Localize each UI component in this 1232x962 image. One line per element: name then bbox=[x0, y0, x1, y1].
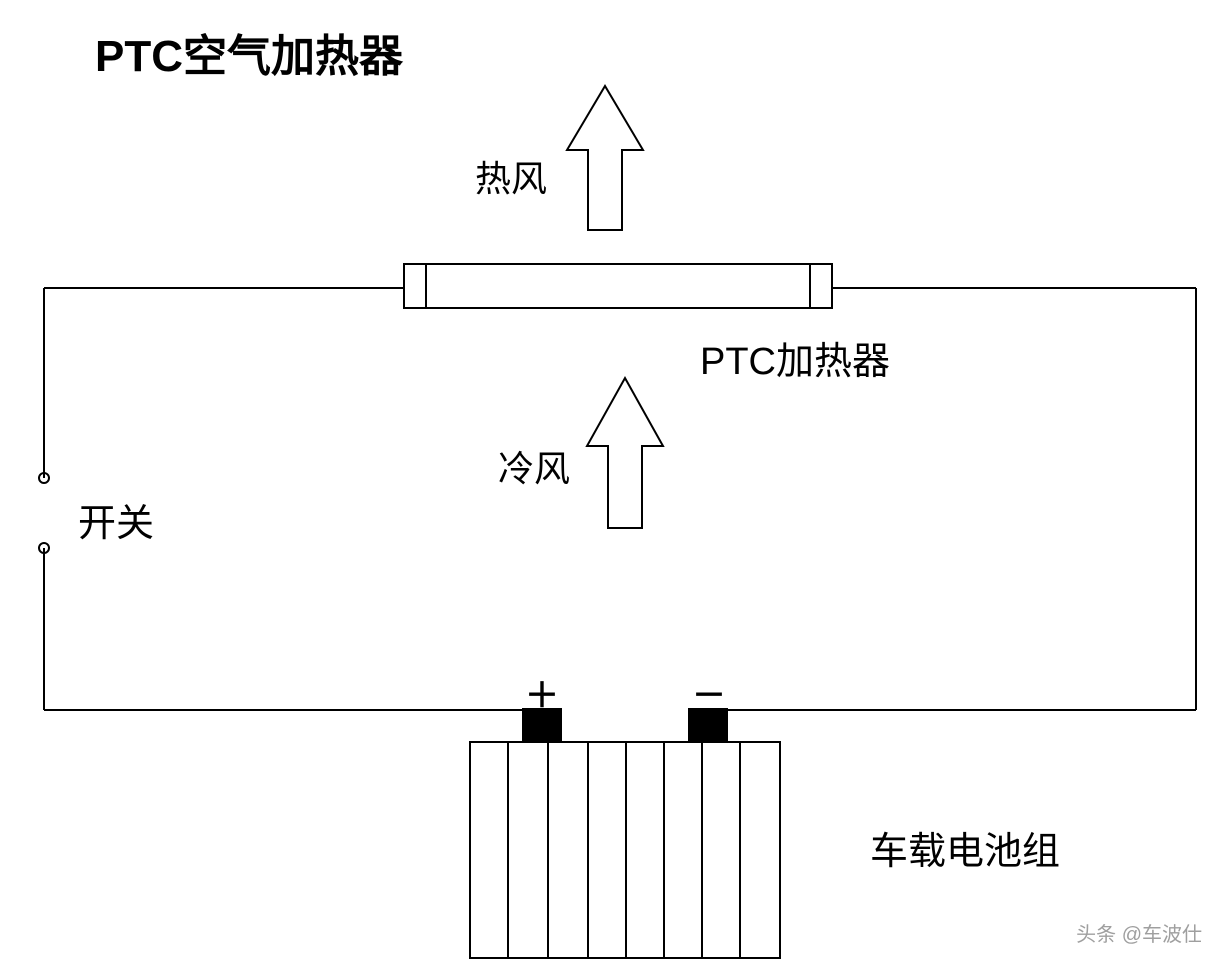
circuit-svg bbox=[0, 0, 1232, 962]
watermark-text: 头条 @车波仕 bbox=[1076, 918, 1202, 947]
diagram-canvas: PTC空气加热器 bbox=[0, 0, 1232, 962]
arrow-hot-air bbox=[567, 86, 643, 230]
arrow-cold-air bbox=[587, 378, 663, 528]
label-switch: 开关 bbox=[78, 492, 154, 547]
label-heater: PTC加热器 bbox=[700, 330, 890, 385]
label-minus: － bbox=[692, 668, 726, 717]
label-cold-air: 冷风 bbox=[498, 440, 570, 492]
label-battery: 车载电池组 bbox=[870, 820, 1060, 875]
label-plus: ＋ bbox=[525, 668, 559, 717]
heater-body bbox=[404, 264, 832, 308]
label-hot-air: 热风 bbox=[475, 150, 547, 202]
